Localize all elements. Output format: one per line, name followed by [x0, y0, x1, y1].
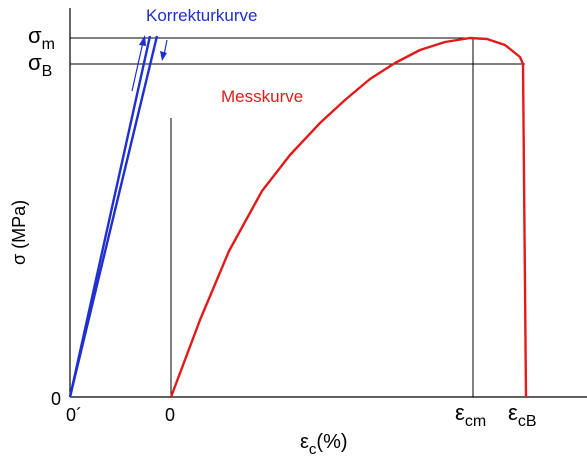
- x-tick-eps-cb-subscript: cB: [518, 413, 537, 430]
- y-tick-zero: 0: [51, 389, 61, 409]
- korrektur-line-unloading: [68, 35, 159, 398]
- korrektur-arrow-up-head: [139, 35, 146, 46]
- x-tick-eps-cb-symbol: ε: [508, 400, 518, 425]
- mess-curve: [169, 36, 528, 398]
- x-tick-eps-cm: εcm: [455, 400, 486, 430]
- y-tick-sigma-m: σm: [28, 23, 55, 53]
- x-axis-label-suffix: (%): [316, 431, 347, 453]
- x-tick-eps-cb: εcB: [508, 400, 536, 430]
- y-tick-sigma-m-subscript: m: [42, 36, 55, 53]
- korrektur-arrow-up-shaft: [131, 41, 144, 92]
- x-axis-label-subscript: c: [309, 441, 317, 458]
- mess-label: Messkurve: [221, 87, 303, 106]
- y-tick-sigma-b: σB: [28, 50, 52, 80]
- x-tick-eps-cm-symbol: ε: [455, 400, 465, 425]
- y-tick-sigma-m-symbol: σ: [28, 23, 42, 48]
- y-axis-label: σ (MPa): [9, 200, 29, 265]
- y-tick-sigma-b-symbol: σ: [28, 50, 42, 75]
- x-tick-zero: 0: [165, 405, 175, 425]
- x-axis-label: εc(%): [300, 431, 348, 458]
- korrektur-arrow-down-head: [160, 51, 167, 61]
- korrektur-label: Korrekturkurve: [146, 6, 257, 25]
- y-tick-sigma-b-subscript: B: [42, 63, 53, 80]
- x-tick-eps-cm-subscript: cm: [465, 413, 486, 430]
- x-axis-label-symbol: ε: [300, 431, 309, 453]
- x-tick-zero-prime: 0´: [66, 405, 82, 425]
